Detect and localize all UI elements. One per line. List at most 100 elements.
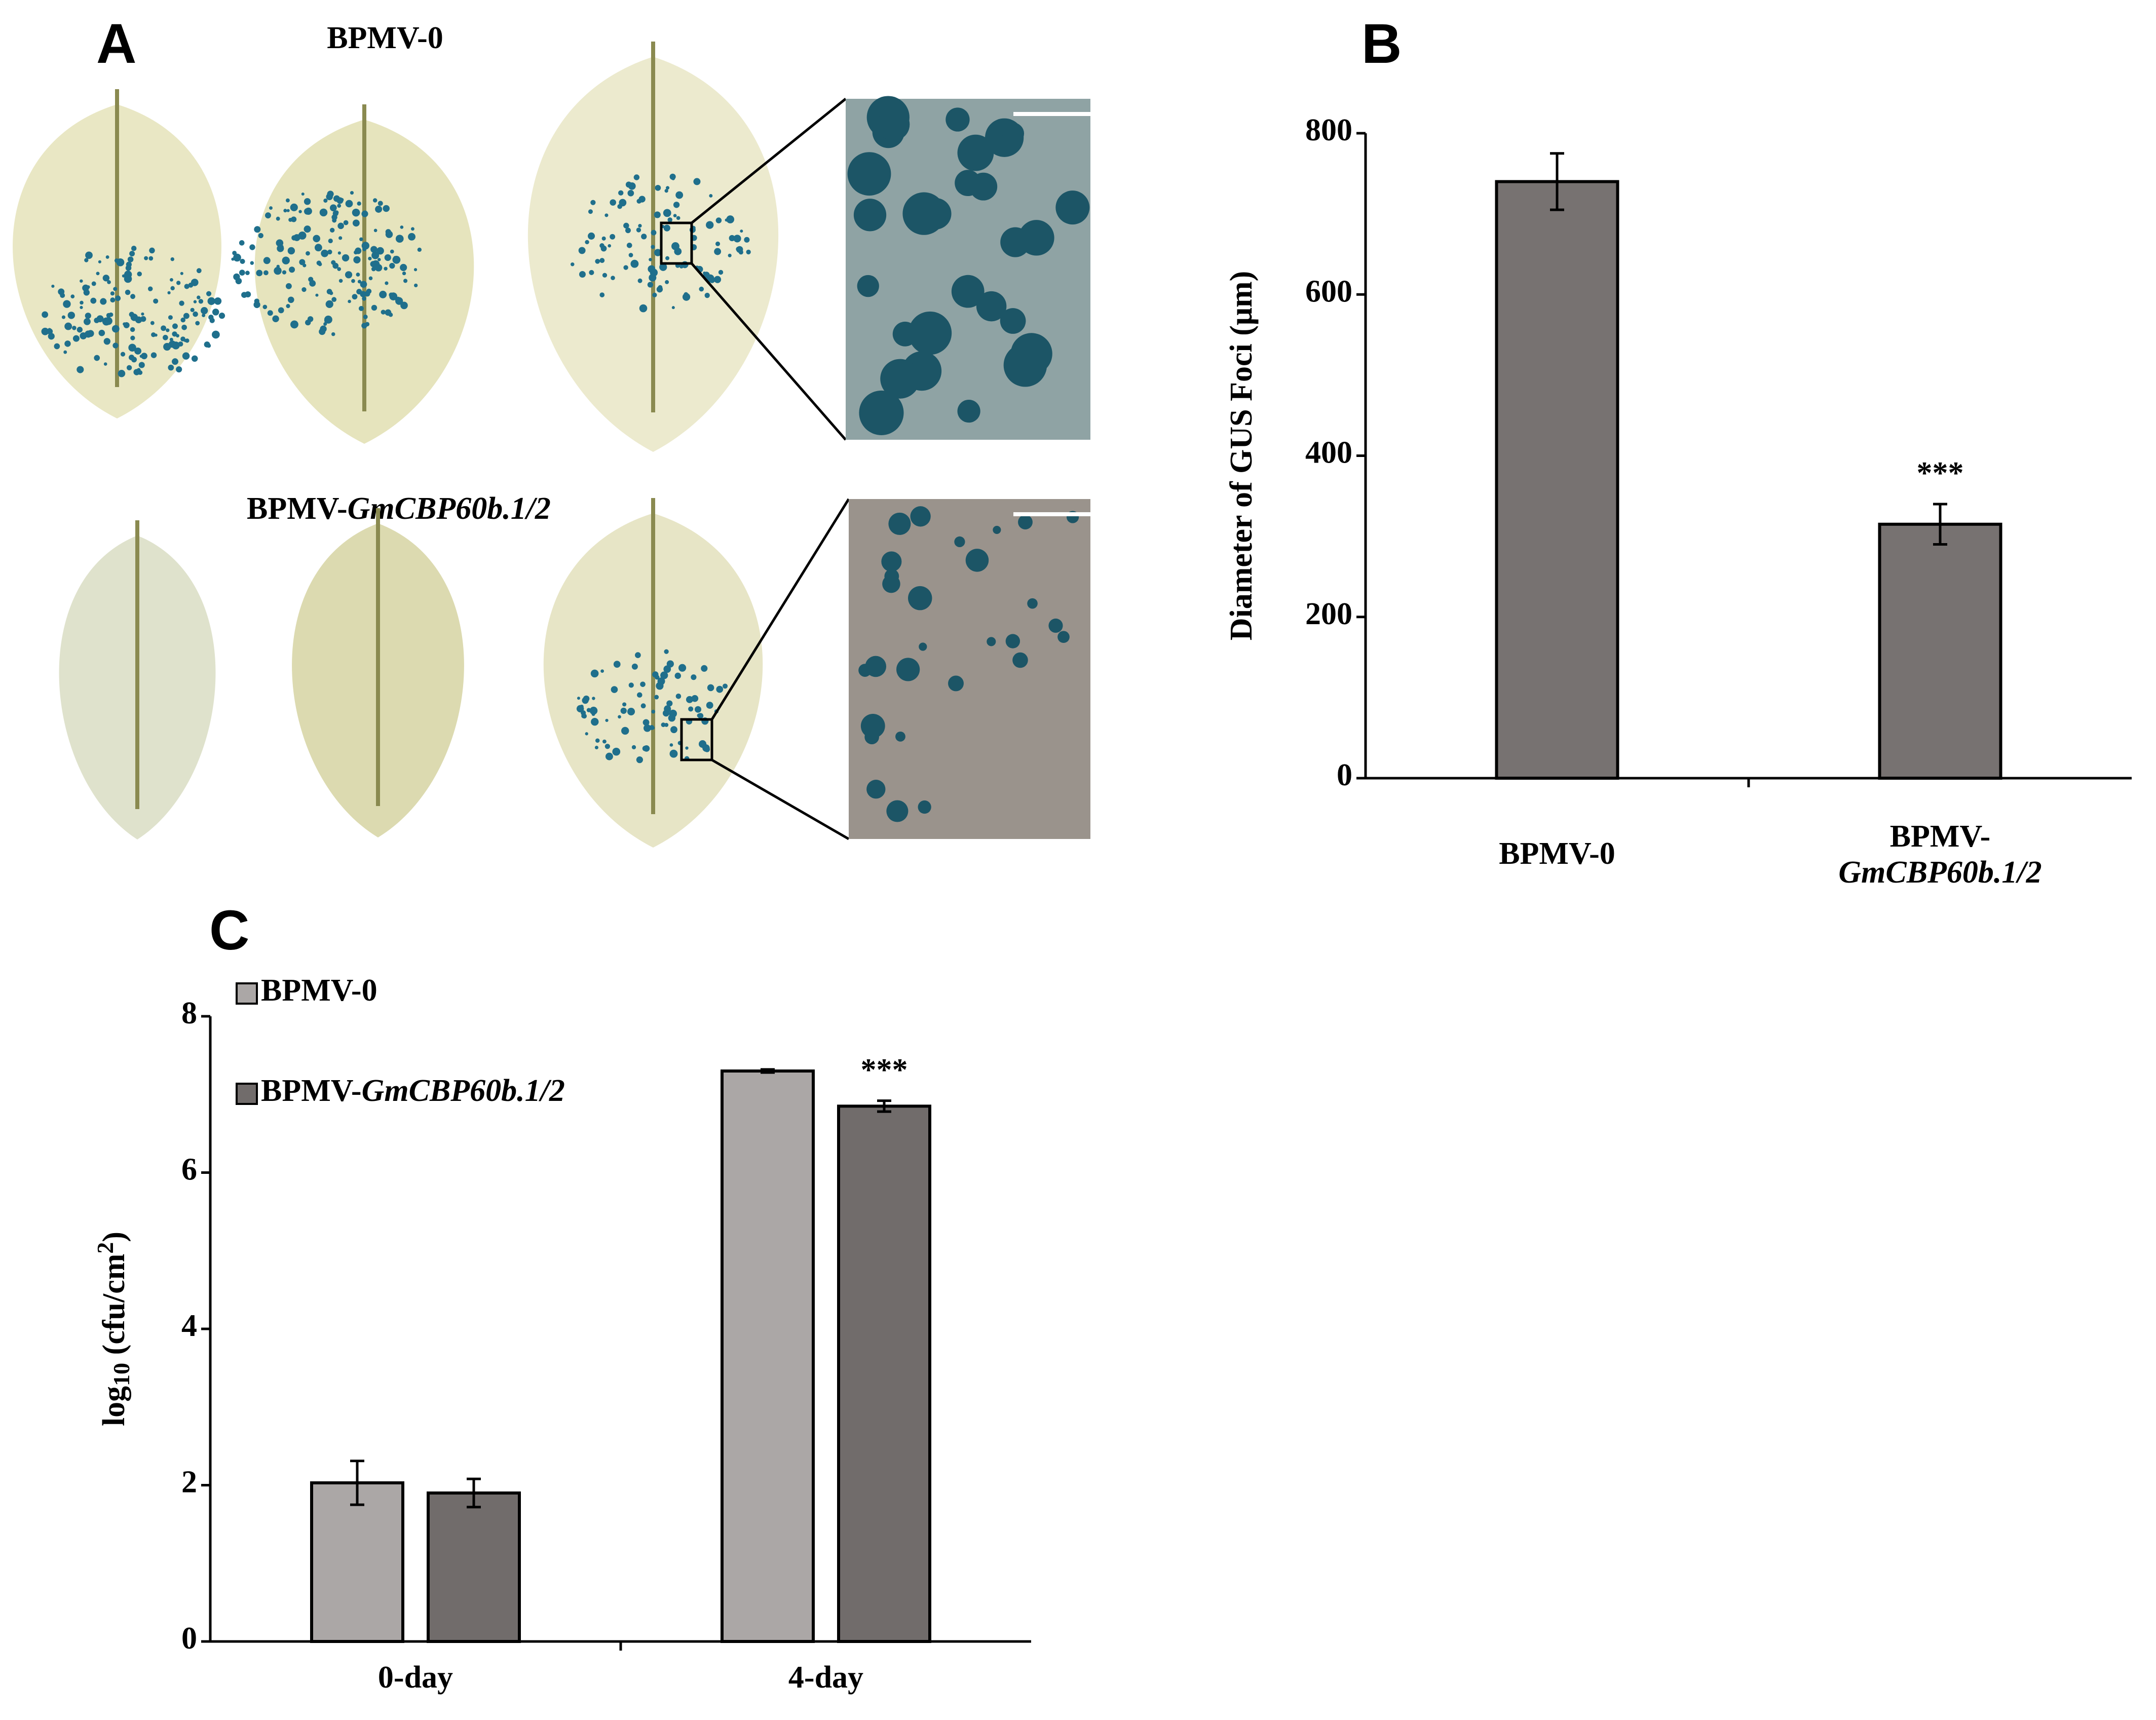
x-tick-label: BPMV-0 xyxy=(1499,836,1615,871)
gus-spot xyxy=(674,672,682,679)
gus-spot xyxy=(129,312,135,317)
gus-spot xyxy=(182,352,190,360)
gus-spot xyxy=(368,276,373,281)
gus-spot xyxy=(68,312,74,318)
gus-spot xyxy=(280,245,284,249)
gus-spot xyxy=(319,208,328,217)
gus-spot xyxy=(636,199,641,204)
gus-spot xyxy=(323,322,327,326)
gus-spot xyxy=(635,652,641,658)
inset-spot xyxy=(1057,631,1070,643)
gus-spot xyxy=(385,281,389,285)
gus-spot xyxy=(699,286,704,292)
gus-spot xyxy=(178,341,183,347)
y-tick-label: 8 xyxy=(181,996,197,1030)
gus-spot xyxy=(640,681,646,687)
gus-spot xyxy=(651,230,657,236)
gus-spot xyxy=(290,203,298,211)
inset-spot xyxy=(908,586,932,610)
gus-spot xyxy=(638,223,642,228)
gus-spot xyxy=(176,281,181,285)
inset-spot xyxy=(993,525,1001,534)
gus-spot xyxy=(342,254,350,262)
gus-spot xyxy=(77,366,84,373)
inset-spot xyxy=(1000,308,1026,334)
gus-spot xyxy=(385,231,393,238)
gus-spot xyxy=(350,190,354,195)
inset-spot xyxy=(880,359,920,399)
gus-spot xyxy=(168,364,174,371)
gus-spot xyxy=(361,210,368,217)
gus-spot xyxy=(263,270,269,276)
gus-spot xyxy=(345,200,353,208)
gus-spot xyxy=(130,294,136,299)
gus-spot xyxy=(110,291,115,296)
gus-spot xyxy=(649,274,657,282)
gus-spot xyxy=(141,312,144,316)
gus-spot xyxy=(384,266,388,271)
gus-spot xyxy=(137,272,142,277)
gus-spot xyxy=(622,702,627,707)
inset-spot xyxy=(884,568,899,584)
gus-spot xyxy=(285,283,292,289)
gus-spot xyxy=(163,334,168,340)
gus-spot xyxy=(169,337,173,341)
gus-spot xyxy=(352,219,360,227)
gus-spot xyxy=(361,323,367,329)
gus-spot xyxy=(184,284,190,289)
gus-spot xyxy=(180,317,186,323)
gus-spot xyxy=(206,291,212,296)
gus-spot xyxy=(191,355,198,362)
gus-spot xyxy=(588,234,592,238)
gus-spot xyxy=(676,216,680,220)
gus-spot xyxy=(302,263,307,267)
gus-spot xyxy=(127,256,134,262)
gus-spot xyxy=(298,210,302,213)
gus-spot xyxy=(337,267,342,271)
gus-spot xyxy=(664,188,668,193)
gus-spot xyxy=(362,296,366,301)
gus-spot xyxy=(642,719,650,726)
bar xyxy=(427,1491,521,1643)
gus-spot xyxy=(352,294,358,300)
gus-spot xyxy=(630,259,639,268)
inset-spot xyxy=(877,108,910,141)
inset-spot xyxy=(951,275,985,308)
gus-spot xyxy=(209,318,215,323)
gus-spot xyxy=(218,313,225,319)
inset-spot xyxy=(847,152,891,196)
gus-spot xyxy=(600,669,604,673)
bar xyxy=(721,1069,815,1643)
gus-spot xyxy=(605,718,609,722)
gus-spot xyxy=(709,277,715,283)
gus-spot xyxy=(631,663,638,670)
gus-spot xyxy=(283,209,287,213)
gus-spot xyxy=(374,264,383,272)
gus-spot xyxy=(306,251,310,256)
gus-spot xyxy=(371,251,380,259)
gus-spot xyxy=(96,272,100,276)
gus-spot xyxy=(636,227,641,233)
y-tick-label: 4 xyxy=(181,1309,197,1343)
gus-spot xyxy=(665,256,670,260)
gus-spot xyxy=(106,313,111,318)
gus-spot xyxy=(671,176,675,180)
gus-spot xyxy=(197,295,201,299)
bar xyxy=(310,1481,404,1643)
significance: *** xyxy=(861,1053,908,1087)
gus-spot xyxy=(330,204,337,212)
legend-swatch xyxy=(236,1083,258,1105)
gus-spot xyxy=(714,248,722,255)
gus-spot xyxy=(239,270,245,276)
inset-spot xyxy=(864,730,879,745)
bar xyxy=(837,1104,931,1643)
gus-spot xyxy=(170,257,174,261)
gus-spot xyxy=(408,233,415,241)
gus-spot xyxy=(577,697,580,700)
gus-spot xyxy=(589,706,598,715)
gus-spot xyxy=(664,649,669,654)
y-tick-label: 0 xyxy=(1337,758,1352,792)
gus-spot xyxy=(716,685,724,693)
gus-spot xyxy=(272,315,279,323)
